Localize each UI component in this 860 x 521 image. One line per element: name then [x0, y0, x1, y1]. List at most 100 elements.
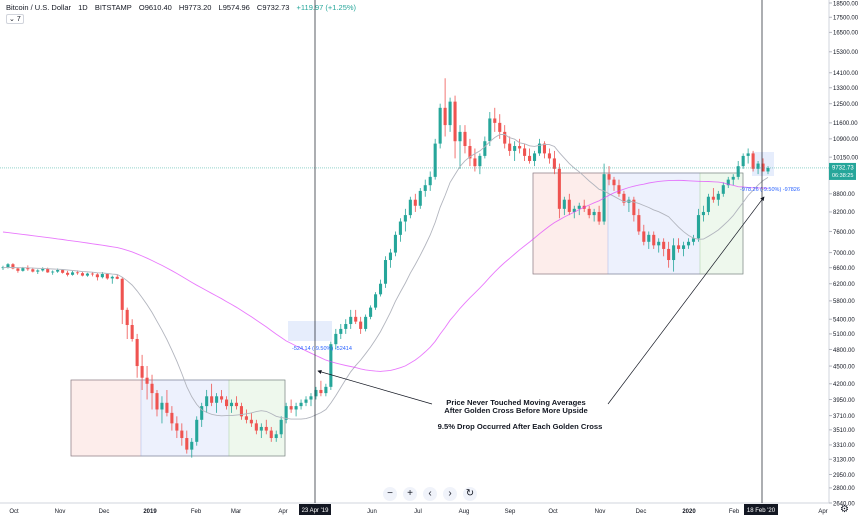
- zoom-out-button[interactable]: −: [383, 487, 397, 501]
- candle-body: [180, 430, 184, 439]
- symbol-title[interactable]: Bitcoin / U.S. Dollar: [6, 3, 72, 12]
- candle-body: [622, 193, 626, 203]
- annotation-text-2: After Golden Cross Before More Upside: [444, 406, 587, 415]
- candle: [1, 265, 5, 271]
- price-tick-label: 4200.00: [833, 382, 855, 388]
- candle-body: [672, 245, 676, 261]
- candle: [508, 136, 512, 156]
- candle-body: [592, 211, 596, 216]
- candle-body: [448, 101, 452, 126]
- candle: [378, 279, 383, 297]
- candle-body: [85, 273, 89, 276]
- date-marker-tag-2: [744, 504, 778, 515]
- ma200-line: [2, 179, 769, 372]
- candle-body: [234, 402, 239, 407]
- candle-body: [706, 196, 710, 212]
- candle: [528, 148, 532, 164]
- candle: [309, 393, 313, 407]
- candle: [110, 275, 114, 284]
- price-tick-label: 6200.00: [833, 282, 855, 288]
- candle-body: [61, 270, 65, 273]
- date-marker-tag-1: [299, 504, 331, 515]
- candle: [662, 238, 666, 257]
- candle-body: [319, 389, 323, 394]
- ohlc-open: O9610.40: [138, 3, 172, 12]
- candle: [170, 406, 174, 431]
- candle-body: [56, 270, 60, 272]
- candle-body: [766, 167, 770, 172]
- candle-body: [269, 430, 273, 439]
- time-tick-label: Feb: [729, 509, 740, 515]
- symbol-header: Bitcoin / U.S. Dollar 1D BITSTAMP O9610.…: [6, 3, 361, 12]
- candle: [66, 270, 70, 277]
- chart-settings-button[interactable]: ⚙: [840, 504, 849, 515]
- phase-box: [699, 172, 744, 275]
- candle: [374, 292, 378, 310]
- price-tick-label: 4800.00: [833, 348, 855, 354]
- candle-body: [503, 131, 507, 144]
- candle-body: [463, 131, 467, 147]
- candle: [195, 416, 199, 446]
- phase-box: [70, 379, 142, 457]
- candle: [706, 193, 710, 216]
- scroll-right-button[interactable]: ›: [443, 487, 457, 501]
- candle-body: [483, 141, 487, 156]
- candle-body: [364, 316, 368, 329]
- candle-body: [145, 377, 149, 384]
- indicator-collapse-button[interactable]: ⌄ 7: [6, 14, 24, 24]
- candle: [220, 389, 224, 403]
- candle-body: [359, 321, 363, 329]
- candle-body: [388, 252, 393, 261]
- candle: [165, 389, 169, 417]
- candles: [1, 78, 770, 458]
- candle: [756, 160, 760, 175]
- annotation-text-1: Price Never Touched Moving Averages: [446, 398, 585, 407]
- phase-box: [607, 172, 701, 275]
- candle: [493, 107, 497, 132]
- candle: [617, 179, 621, 197]
- candle-body: [374, 294, 378, 308]
- candle-body: [95, 274, 99, 278]
- candle: [150, 374, 154, 410]
- scroll-left-button[interactable]: ‹: [423, 487, 437, 501]
- time-tick-label: Nov: [55, 509, 66, 515]
- reset-chart-button[interactable]: ↻: [463, 487, 477, 501]
- candle: [746, 148, 750, 164]
- candle-body: [478, 155, 482, 167]
- candle-body: [244, 416, 248, 420]
- candle-body: [324, 386, 328, 394]
- candle-body: [220, 396, 224, 400]
- candle: [592, 208, 596, 222]
- candle-body: [215, 396, 219, 403]
- price-tick-label: 3710.00: [833, 414, 855, 420]
- candle: [726, 176, 730, 189]
- candle: [205, 389, 209, 413]
- candle-body: [667, 248, 671, 261]
- candle: [642, 224, 646, 246]
- candle: [254, 419, 258, 435]
- candle-body: [721, 185, 725, 194]
- zoom-in-button[interactable]: +: [403, 487, 417, 501]
- candle: [696, 208, 700, 242]
- ohlc-high: H9773.20: [178, 3, 212, 12]
- candle: [523, 143, 527, 161]
- measure-label-1: -524.14 (-9.50%) -52414: [292, 346, 352, 352]
- candle: [468, 138, 472, 167]
- candle: [622, 190, 626, 206]
- candle: [488, 112, 492, 147]
- candle: [672, 238, 676, 272]
- price-tick-label: 8800.00: [833, 192, 855, 198]
- candle: [354, 309, 358, 325]
- candle: [130, 319, 134, 342]
- chevron-right-icon: ›: [448, 488, 452, 499]
- candle-body: [80, 273, 85, 276]
- candle: [145, 366, 149, 400]
- price-tick-label: 13300.00: [833, 86, 859, 92]
- interval-label[interactable]: 1D: [78, 3, 88, 12]
- candle-body: [289, 406, 293, 410]
- price-tick-label: 5400.00: [833, 318, 855, 324]
- candle: [289, 399, 293, 413]
- candle-body: [120, 278, 124, 310]
